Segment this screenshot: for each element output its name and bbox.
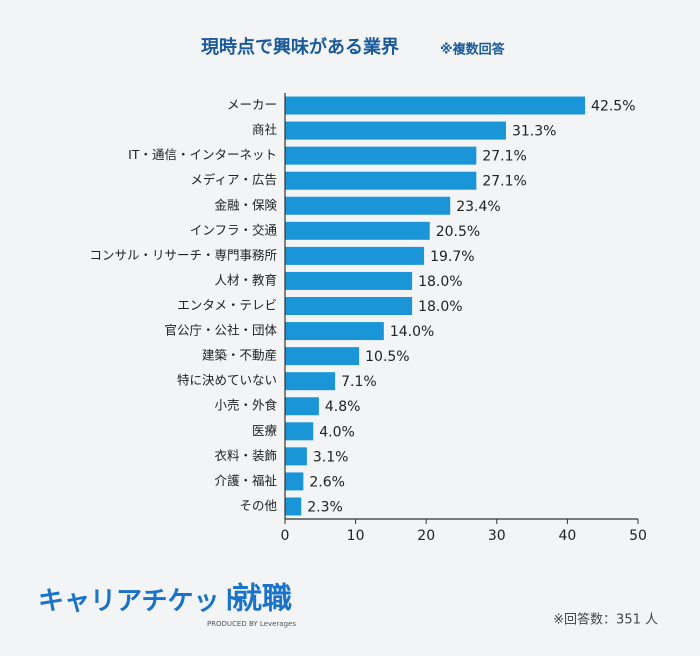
bar [285, 246, 425, 265]
y-tick-label: IT・通信・インターネット [128, 147, 277, 162]
value-label: 4.8% [325, 399, 361, 415]
y-tick-label: 金融・保険 [214, 197, 277, 212]
bar [285, 96, 586, 115]
value-label: 14.0% [390, 324, 434, 340]
chart-title: 現時点で興味がある業界 [201, 36, 399, 58]
chart-subtitle: ※複数回答 [440, 42, 506, 58]
x-tick-label: 40 [558, 528, 576, 544]
bar [285, 121, 506, 140]
y-tick-label: コンサル・リサーチ・専門事務所 [89, 247, 277, 262]
value-label: 4.0% [319, 424, 355, 440]
bar [285, 347, 360, 366]
value-label: 18.0% [418, 274, 462, 290]
value-label: 3.1% [313, 449, 349, 465]
brand-tagline: PRODUCED BY Leverages [207, 620, 296, 628]
x-tick-label: 10 [347, 528, 365, 544]
bar [285, 196, 451, 215]
bar [285, 372, 336, 391]
value-label: 42.5% [591, 99, 635, 115]
value-label: 31.3% [512, 124, 556, 140]
bar [285, 322, 384, 341]
y-tick-label: その他 [239, 498, 277, 513]
y-tick-label: インフラ・交通 [190, 222, 278, 237]
value-label: 2.6% [309, 474, 345, 490]
y-tick-label: エンタメ・テレビ [177, 298, 277, 313]
y-tick-label: 介護・福祉 [214, 473, 277, 488]
y-tick-label: 商社 [252, 122, 277, 137]
bar [285, 271, 413, 290]
value-label: 27.1% [482, 174, 526, 190]
y-tick-label: 医療 [252, 423, 278, 438]
y-tick-label: 建築・不動産 [202, 348, 277, 363]
y-tick-label: 衣料・装飾 [214, 448, 277, 463]
brand-name: キャリアチケット [38, 587, 245, 617]
value-label: 10.5% [365, 349, 409, 365]
y-tick-label: メディア・広告 [190, 172, 277, 187]
value-label: 27.1% [482, 149, 526, 165]
bar [285, 497, 302, 516]
x-tick-label: 30 [488, 528, 506, 544]
y-tick-label: 官公庁・公社・団体 [164, 323, 277, 338]
bar [285, 221, 430, 240]
bar [285, 397, 319, 416]
value-label: 18.0% [418, 299, 462, 315]
value-label: 2.3% [307, 499, 343, 515]
value-label: 23.4% [456, 199, 500, 215]
bar [285, 297, 413, 315]
bar [285, 472, 304, 491]
value-label: 7.1% [341, 374, 377, 390]
brand-suffix: 就職 [232, 582, 292, 617]
y-tick-label: 小売・外食 [214, 398, 277, 413]
x-tick-label: 20 [417, 528, 435, 544]
value-label: 19.7% [430, 249, 474, 265]
y-tick-label: 特に決めていない [177, 373, 277, 388]
bar [285, 171, 477, 190]
bar [285, 146, 477, 165]
bar [285, 447, 307, 466]
x-tick-label: 50 [629, 528, 647, 544]
x-tick-label: 0 [281, 528, 290, 544]
footnote: ※回答数：351 人 [553, 612, 658, 628]
value-label: 20.5% [436, 224, 480, 240]
y-tick-label: 人材・教育 [214, 272, 277, 287]
bar [285, 422, 314, 441]
y-tick-label: メーカー [227, 97, 277, 112]
